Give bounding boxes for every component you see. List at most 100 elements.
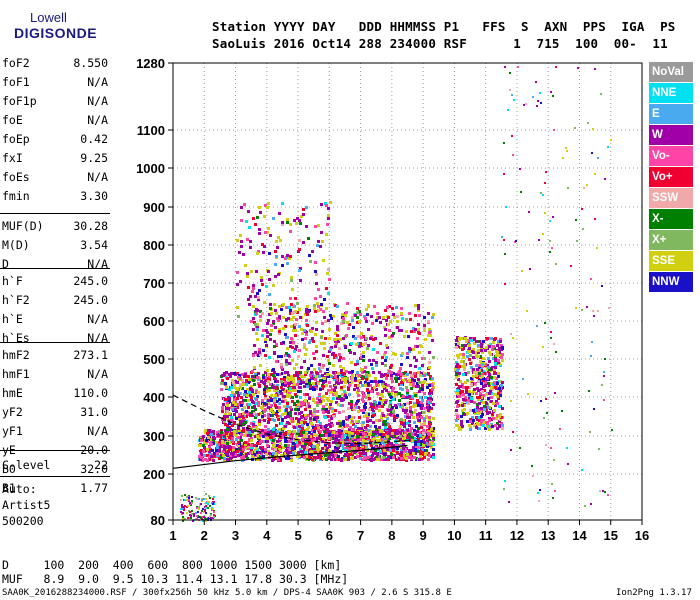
echo-point xyxy=(332,315,335,318)
ionogram-plot: 1 2 3 4 5 6 7 8 9 10 11 12 13 14 15 1680200300400500600… xyxy=(136,56,649,543)
echo-point xyxy=(393,396,396,399)
echo-point xyxy=(249,414,252,417)
echo-point xyxy=(468,358,471,361)
echo-point xyxy=(297,403,300,406)
echo-point xyxy=(284,425,287,428)
echo-point xyxy=(237,423,240,426)
echo-point xyxy=(475,426,478,429)
echo-point xyxy=(294,348,297,351)
param-value: N/A xyxy=(87,331,108,345)
echo-point xyxy=(281,400,284,403)
echo-point xyxy=(456,415,459,418)
echo-point xyxy=(474,412,477,415)
echo-point xyxy=(390,453,393,456)
echo-point xyxy=(286,451,289,454)
echo-point xyxy=(309,374,312,377)
echo-point xyxy=(486,337,489,340)
param-value: N/A xyxy=(87,367,108,381)
echo-point xyxy=(384,433,387,436)
echo-point xyxy=(196,507,198,509)
echo-point xyxy=(296,444,299,447)
echo-point xyxy=(428,454,431,457)
echo-point xyxy=(275,451,278,454)
autoscale-method: Artist5 xyxy=(2,498,51,512)
echo-point xyxy=(292,329,295,332)
echo-point xyxy=(602,490,604,492)
echo-point xyxy=(241,445,244,448)
echo-point xyxy=(330,317,333,320)
echo-point xyxy=(321,374,324,377)
echo-point xyxy=(254,416,257,419)
echo-point xyxy=(417,328,420,331)
echo-point xyxy=(424,452,427,455)
echo-point xyxy=(339,338,342,341)
echo-point xyxy=(238,413,241,416)
echo-point xyxy=(409,430,412,433)
echo-point xyxy=(318,367,321,370)
echo-point xyxy=(300,215,303,218)
echo-point xyxy=(353,379,356,382)
echo-point xyxy=(489,390,492,393)
echo-point xyxy=(270,373,273,376)
echo-point xyxy=(385,377,388,380)
echo-point xyxy=(244,399,247,402)
echo-point xyxy=(265,285,268,288)
echo-point xyxy=(268,452,271,455)
param-value: 273.1 xyxy=(73,348,108,362)
echo-point xyxy=(228,436,231,439)
echo-point xyxy=(184,505,186,507)
echo-point xyxy=(276,415,279,418)
x-tick-label: 7 xyxy=(357,528,364,543)
echo-point xyxy=(242,412,245,415)
echo-point xyxy=(325,434,328,437)
echo-point xyxy=(276,440,279,443)
echo-point xyxy=(272,374,275,377)
echo-point xyxy=(351,432,354,435)
echo-point xyxy=(286,389,289,392)
echo-point xyxy=(593,315,595,317)
echo-point xyxy=(477,409,480,412)
echo-point xyxy=(377,455,380,458)
echo-point xyxy=(386,428,389,431)
echo-point xyxy=(256,442,259,445)
echo-point xyxy=(247,286,250,289)
echo-point xyxy=(319,456,322,459)
echo-point xyxy=(384,334,387,337)
echo-point xyxy=(271,386,274,389)
echo-point xyxy=(344,380,347,383)
echo-point xyxy=(408,416,411,419)
echo-point xyxy=(282,427,285,430)
echo-point xyxy=(477,351,480,354)
header-labels: Station YYYY DAY DDD HHMMSS P1 FFS S AXN… xyxy=(212,19,676,34)
echo-point xyxy=(577,67,579,69)
echo-point xyxy=(259,310,262,313)
echo-point xyxy=(334,392,337,395)
echo-point xyxy=(246,429,249,432)
echo-point xyxy=(267,402,270,405)
echo-point xyxy=(212,508,214,510)
echo-point xyxy=(384,401,387,404)
echo-point xyxy=(421,357,424,360)
echo-point xyxy=(276,410,279,413)
echo-point xyxy=(308,456,311,459)
echo-point xyxy=(482,401,485,404)
echo-point xyxy=(253,383,256,386)
echo-point xyxy=(328,328,331,331)
echo-point xyxy=(290,459,293,462)
echo-point xyxy=(362,343,365,346)
echo-point xyxy=(266,440,269,443)
echo-point xyxy=(330,422,333,425)
echo-point xyxy=(205,442,208,445)
echo-point xyxy=(455,376,458,379)
echo-point xyxy=(266,444,269,447)
echo-point xyxy=(291,420,294,423)
echo-point xyxy=(466,412,469,415)
echo-point xyxy=(295,371,298,374)
echo-point xyxy=(280,378,283,381)
echo-point xyxy=(371,322,374,325)
echo-point xyxy=(372,338,375,341)
echo-point xyxy=(413,379,416,382)
echo-point xyxy=(329,348,332,351)
echo-point xyxy=(300,411,303,414)
echo-point xyxy=(208,495,210,497)
